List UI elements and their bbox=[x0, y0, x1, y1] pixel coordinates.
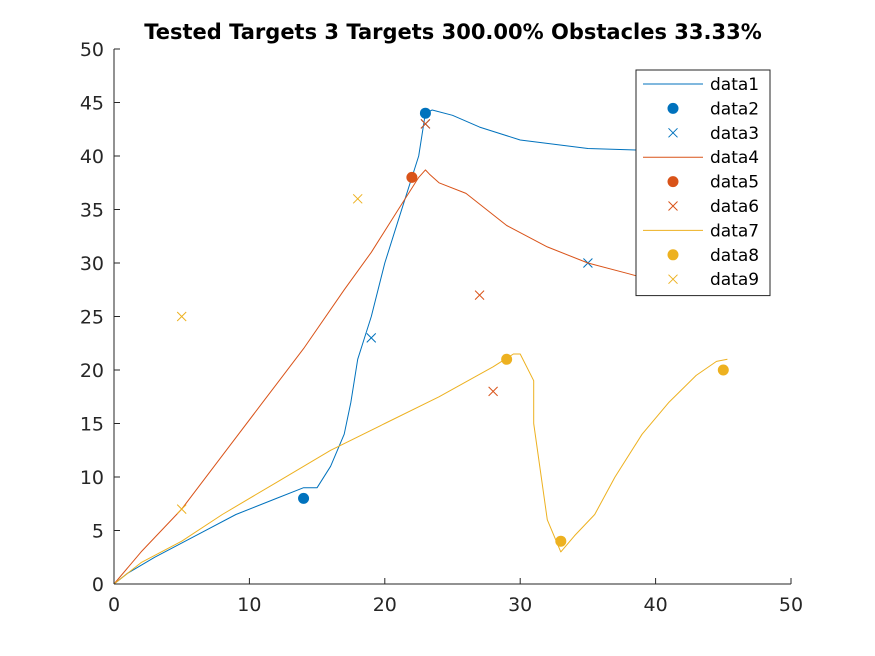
legend-swatch-data2 bbox=[667, 102, 679, 114]
x-tick-label: 0 bbox=[108, 594, 120, 616]
legend-label-data6: data6 bbox=[710, 197, 759, 217]
series-line-data4 bbox=[113, 169, 656, 585]
legend-label-data5: data5 bbox=[710, 173, 759, 193]
y-tick-label: 40 bbox=[80, 146, 104, 168]
legend-label-data4: data4 bbox=[710, 148, 759, 168]
series-line-data7 bbox=[113, 353, 728, 585]
point-data8 bbox=[717, 364, 729, 376]
point-data6 bbox=[420, 119, 431, 129]
y-tick-label: 30 bbox=[80, 253, 104, 275]
y-tick-label: 5 bbox=[92, 521, 104, 543]
y-tick-label: 10 bbox=[80, 467, 104, 489]
y-tick-label: 15 bbox=[80, 414, 104, 436]
legend-label-data7: data7 bbox=[710, 221, 759, 241]
legend-label-data9: data9 bbox=[710, 270, 759, 290]
y-tick-label: 35 bbox=[80, 200, 104, 222]
point-data5 bbox=[406, 171, 418, 183]
point-data2 bbox=[419, 107, 431, 119]
legend-swatch-data9 bbox=[668, 274, 678, 285]
legend-box bbox=[635, 69, 771, 297]
point-data9 bbox=[176, 504, 187, 514]
plot-area bbox=[113, 107, 729, 585]
point-data9 bbox=[352, 193, 363, 204]
legend-swatch-data3 bbox=[668, 127, 678, 138]
point-data8 bbox=[501, 353, 513, 365]
y-tick-label: 0 bbox=[92, 574, 104, 596]
point-data2 bbox=[298, 492, 310, 504]
point-data6 bbox=[488, 386, 498, 397]
legend-label-data2: data2 bbox=[710, 99, 759, 119]
x-tick-label: 40 bbox=[644, 594, 668, 616]
chart-title: Tested Targets 3 Targets 300.00% Obstacl… bbox=[144, 20, 762, 44]
legend-label-data1: data1 bbox=[710, 75, 759, 95]
point-data8 bbox=[555, 535, 567, 547]
legend-swatch-data6 bbox=[668, 201, 678, 211]
x-tick-label: 30 bbox=[508, 594, 532, 616]
y-tick-label: 45 bbox=[80, 93, 104, 115]
point-data6 bbox=[474, 290, 485, 300]
legend-swatch-data8 bbox=[667, 249, 679, 261]
legend-label-data8: data8 bbox=[710, 246, 759, 266]
legend-swatch-data5 bbox=[667, 176, 679, 188]
y-tick-label: 20 bbox=[80, 360, 104, 382]
y-tick-label: 50 bbox=[80, 39, 104, 61]
y-tick-label: 25 bbox=[80, 307, 104, 329]
point-data9 bbox=[176, 311, 187, 322]
point-data3 bbox=[366, 333, 377, 343]
legend-label-data3: data3 bbox=[710, 124, 759, 144]
axes: 0 10 20 30 40 50 0 5 10 15 20 25 30 35 40 45 50 bbox=[80, 39, 803, 616]
x-tick-label: 10 bbox=[237, 594, 261, 616]
x-tick-label: 20 bbox=[373, 594, 397, 616]
series-line-data1 bbox=[113, 109, 683, 585]
legend: data1 data2 data3 data4 data5 data6 data7 data8… bbox=[635, 69, 771, 297]
x-tick-label: 50 bbox=[779, 594, 803, 616]
